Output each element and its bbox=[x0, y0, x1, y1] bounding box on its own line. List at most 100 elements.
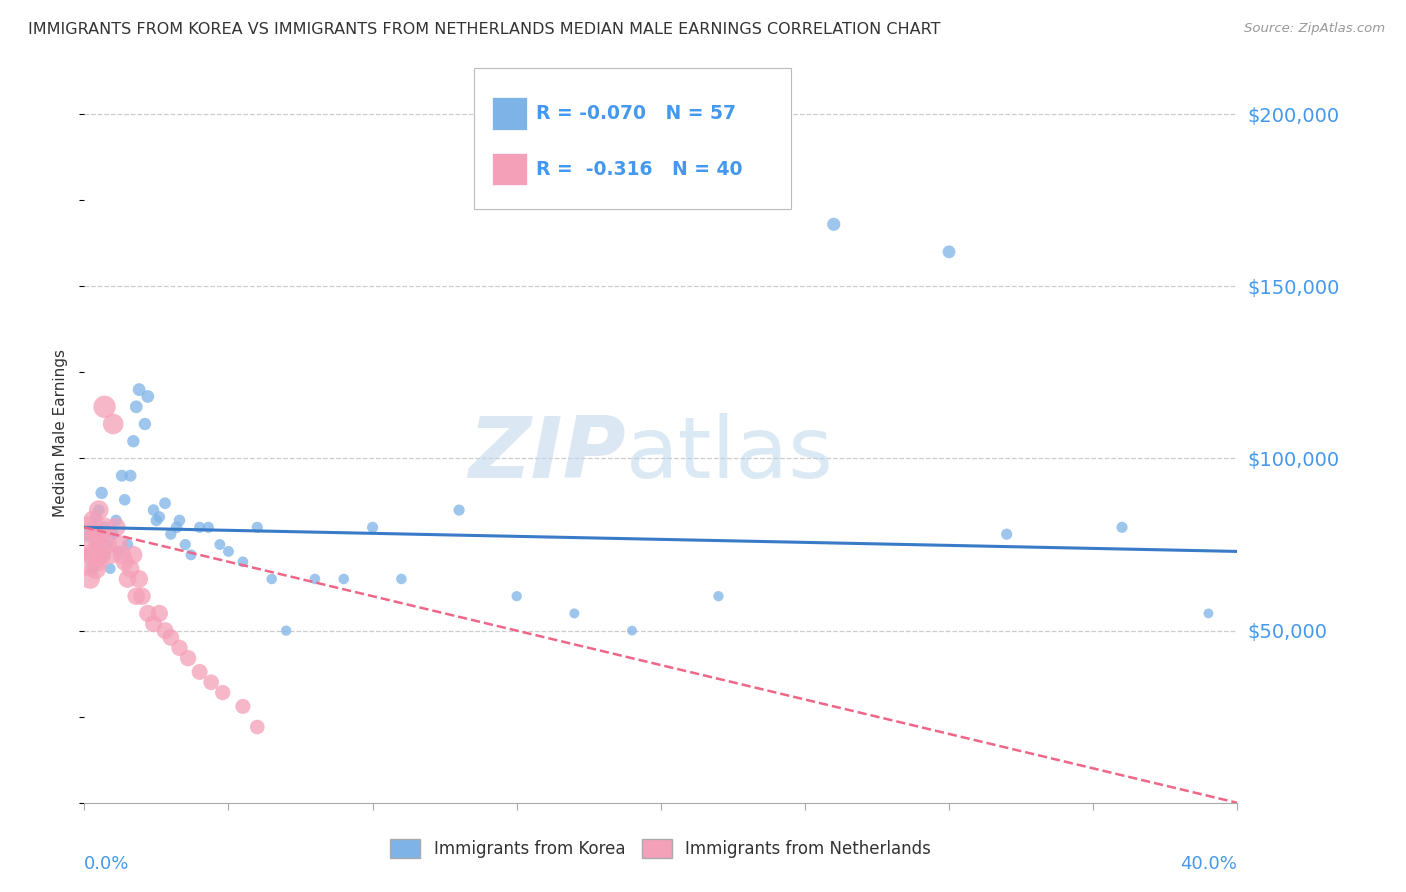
Point bbox=[120, 468, 142, 483]
Text: ZIP: ZIP bbox=[468, 413, 626, 496]
Point bbox=[82, 561, 104, 575]
Point bbox=[995, 527, 1018, 541]
Point bbox=[188, 520, 211, 534]
Point bbox=[90, 527, 112, 541]
Point bbox=[90, 548, 112, 562]
Text: atlas: atlas bbox=[626, 413, 834, 496]
Point bbox=[333, 572, 356, 586]
Point bbox=[160, 631, 183, 645]
Point bbox=[188, 665, 211, 679]
Point bbox=[211, 685, 233, 699]
Point bbox=[82, 548, 104, 562]
Point bbox=[76, 520, 98, 534]
Point bbox=[169, 640, 191, 655]
FancyBboxPatch shape bbox=[492, 97, 527, 130]
Point bbox=[117, 537, 139, 551]
Point bbox=[76, 555, 98, 569]
Point bbox=[76, 527, 98, 541]
Point bbox=[82, 513, 104, 527]
Point bbox=[153, 496, 176, 510]
Legend: Immigrants from Korea, Immigrants from Netherlands: Immigrants from Korea, Immigrants from N… bbox=[384, 833, 938, 865]
Point bbox=[136, 389, 159, 403]
Point bbox=[111, 548, 134, 562]
Point bbox=[246, 720, 269, 734]
Point bbox=[707, 589, 730, 603]
Point bbox=[823, 217, 845, 231]
Point bbox=[122, 548, 145, 562]
Point bbox=[361, 520, 384, 534]
Point bbox=[128, 383, 150, 397]
Y-axis label: Median Male Earnings: Median Male Earnings bbox=[53, 349, 69, 516]
Point bbox=[506, 589, 529, 603]
Point bbox=[246, 520, 269, 534]
Point bbox=[117, 572, 139, 586]
Point bbox=[84, 561, 107, 575]
Text: 40.0%: 40.0% bbox=[1181, 855, 1237, 872]
Point bbox=[79, 572, 101, 586]
Point bbox=[122, 434, 145, 449]
Point bbox=[153, 624, 176, 638]
Point bbox=[148, 607, 170, 621]
Point bbox=[621, 624, 644, 638]
Point bbox=[145, 513, 167, 527]
Point bbox=[93, 548, 115, 562]
Point bbox=[142, 503, 165, 517]
Point bbox=[98, 561, 121, 575]
Point bbox=[564, 607, 586, 621]
Point bbox=[120, 561, 142, 575]
Text: R =  -0.316   N = 40: R = -0.316 N = 40 bbox=[536, 160, 742, 178]
Point bbox=[276, 624, 298, 638]
Point bbox=[148, 510, 170, 524]
Point bbox=[169, 513, 191, 527]
Point bbox=[90, 486, 112, 500]
FancyBboxPatch shape bbox=[492, 153, 527, 186]
Point bbox=[87, 555, 110, 569]
Point bbox=[103, 527, 124, 541]
Point bbox=[79, 548, 101, 562]
Text: 0.0%: 0.0% bbox=[84, 855, 129, 872]
Point bbox=[82, 520, 104, 534]
Point bbox=[166, 520, 188, 534]
Point bbox=[87, 503, 110, 517]
Point bbox=[96, 537, 118, 551]
Point bbox=[1198, 607, 1220, 621]
Point bbox=[108, 544, 131, 558]
Point bbox=[84, 527, 107, 541]
Point bbox=[125, 400, 148, 414]
FancyBboxPatch shape bbox=[474, 69, 792, 209]
Point bbox=[160, 527, 183, 541]
Point bbox=[232, 699, 254, 714]
Point bbox=[200, 675, 222, 690]
Point bbox=[114, 492, 136, 507]
Point bbox=[114, 555, 136, 569]
Point bbox=[79, 537, 101, 551]
Point bbox=[1111, 520, 1133, 534]
Text: IMMIGRANTS FROM KOREA VS IMMIGRANTS FROM NETHERLANDS MEDIAN MALE EARNINGS CORREL: IMMIGRANTS FROM KOREA VS IMMIGRANTS FROM… bbox=[28, 22, 941, 37]
Point bbox=[87, 537, 110, 551]
Point bbox=[98, 548, 121, 562]
Point bbox=[84, 537, 107, 551]
Text: R = -0.070   N = 57: R = -0.070 N = 57 bbox=[536, 104, 737, 123]
Point bbox=[111, 468, 134, 483]
Point bbox=[105, 520, 128, 534]
Point bbox=[108, 537, 131, 551]
Point bbox=[218, 544, 240, 558]
Point bbox=[128, 572, 150, 586]
Point bbox=[103, 417, 124, 431]
Point bbox=[84, 510, 107, 524]
Point bbox=[142, 616, 165, 631]
Point bbox=[96, 537, 118, 551]
Point bbox=[131, 589, 153, 603]
Point bbox=[304, 572, 326, 586]
Point bbox=[232, 555, 254, 569]
Point bbox=[260, 572, 283, 586]
Text: Source: ZipAtlas.com: Source: ZipAtlas.com bbox=[1244, 22, 1385, 36]
Point bbox=[134, 417, 156, 431]
Point bbox=[87, 503, 110, 517]
Point bbox=[449, 503, 471, 517]
Point bbox=[177, 651, 200, 665]
Point bbox=[174, 537, 197, 551]
Point bbox=[136, 607, 159, 621]
Point bbox=[87, 555, 110, 569]
Point bbox=[105, 513, 128, 527]
